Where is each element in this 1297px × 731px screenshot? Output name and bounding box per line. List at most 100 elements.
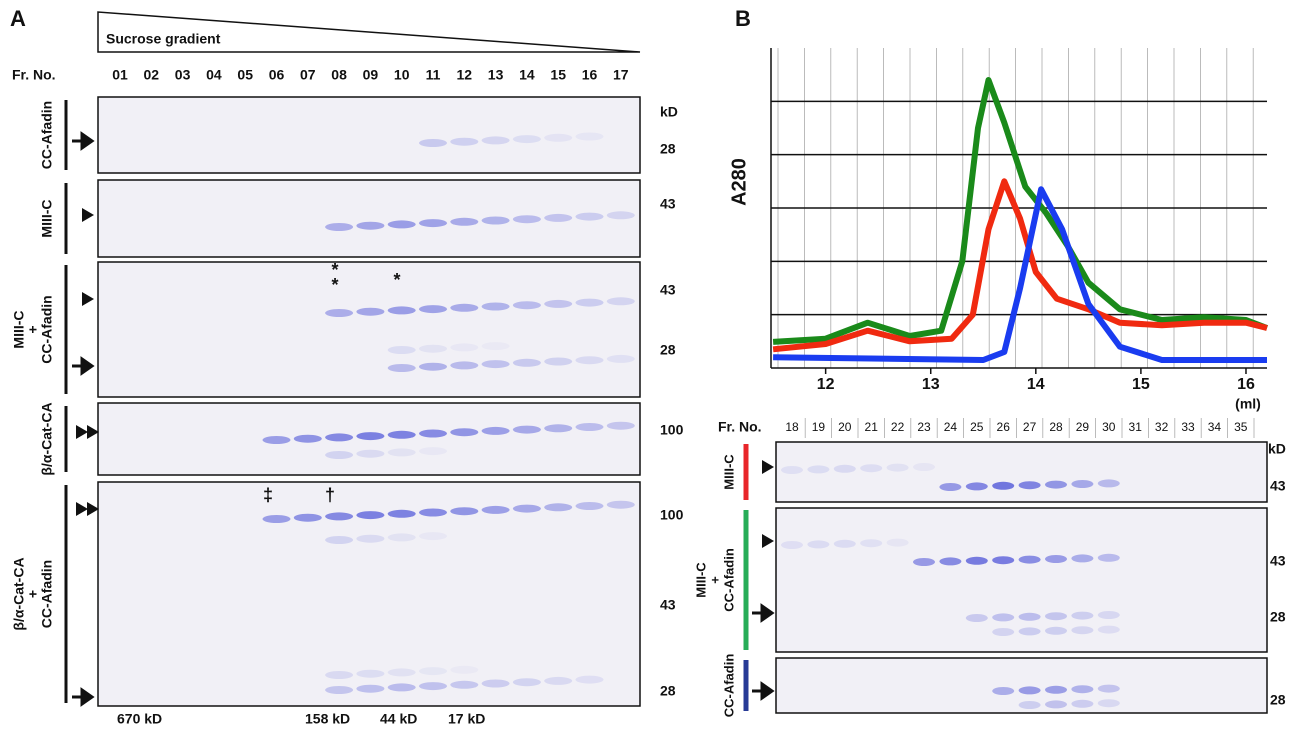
x-tick-label: 13 — [922, 376, 940, 393]
band — [965, 614, 988, 622]
mw-marker: 28 — [660, 683, 676, 699]
curve — [773, 186, 1267, 363]
band — [356, 449, 385, 458]
band — [939, 483, 962, 491]
band — [450, 217, 479, 226]
fraction-label: 19 — [812, 420, 826, 434]
band — [387, 509, 416, 518]
mw-marker: 43 — [1270, 553, 1286, 569]
x-tick-label: 15 — [1132, 376, 1150, 393]
band — [387, 668, 416, 677]
fraction-label: 26 — [997, 420, 1011, 434]
standard-label: 158 kD — [305, 711, 350, 727]
fraction-label: 17 — [613, 67, 629, 83]
gel — [775, 441, 1268, 503]
band — [1045, 480, 1067, 489]
band — [544, 424, 573, 433]
mw-marker: 28 — [660, 141, 676, 157]
arrow — [752, 603, 775, 623]
band — [325, 536, 354, 544]
band — [886, 538, 909, 547]
standard-label: 44 kD — [380, 711, 417, 727]
band — [512, 358, 541, 367]
band — [450, 680, 479, 689]
x-tick-label: 16 — [1237, 376, 1255, 393]
band — [992, 628, 1015, 636]
band — [419, 447, 447, 456]
band — [833, 539, 856, 548]
curve — [772, 77, 1269, 345]
band — [575, 298, 604, 307]
fraction-label: 05 — [237, 67, 253, 83]
arrow — [72, 356, 95, 376]
band — [356, 511, 385, 520]
band — [356, 221, 385, 230]
sample-label: CC-Afadin — [721, 654, 736, 718]
band — [606, 297, 635, 306]
arrow — [752, 681, 775, 701]
band — [356, 432, 385, 441]
fraction-label: 30 — [1102, 420, 1116, 434]
band — [575, 675, 604, 684]
band — [419, 667, 447, 676]
arrow — [72, 687, 95, 707]
band — [992, 687, 1015, 695]
band — [419, 508, 447, 517]
band — [939, 557, 962, 566]
band — [992, 556, 1015, 565]
sample-label: CC-Afadin — [39, 295, 55, 363]
band — [356, 534, 385, 543]
arrowhead — [87, 425, 99, 439]
band — [356, 307, 385, 316]
band — [325, 433, 354, 442]
fraction-label: 15 — [550, 67, 566, 83]
mw-unit: kD — [1268, 441, 1286, 457]
mw-marker: 100 — [660, 422, 684, 438]
band — [387, 533, 416, 542]
band — [512, 678, 541, 687]
fraction-label: 18 — [785, 420, 799, 434]
band — [419, 429, 447, 438]
band — [481, 505, 510, 514]
band — [419, 532, 447, 541]
band — [1045, 612, 1067, 621]
fraction-label: 07 — [300, 67, 316, 83]
band — [544, 133, 573, 142]
band — [781, 466, 803, 474]
arrowhead — [762, 460, 774, 474]
band — [575, 502, 604, 510]
gel — [97, 179, 641, 258]
band — [1097, 684, 1120, 693]
mw-marker: 43 — [660, 597, 676, 613]
band — [325, 671, 354, 679]
fraction-label: 34 — [1208, 420, 1222, 434]
band — [992, 481, 1015, 490]
band — [544, 357, 573, 366]
mw-marker: 28 — [1270, 692, 1286, 708]
band — [481, 360, 510, 369]
panel-label: A — [10, 6, 26, 31]
band — [1097, 553, 1120, 562]
band — [450, 137, 479, 146]
standard-label: 670 kD — [117, 711, 162, 727]
fraction-label: 16 — [582, 67, 598, 83]
gradient-label: Sucrose gradient — [106, 31, 221, 47]
sample-label: + — [707, 576, 722, 584]
band — [481, 426, 510, 435]
band — [1018, 612, 1041, 621]
band — [544, 213, 573, 222]
fraction-label: 01 — [112, 67, 128, 83]
fraction-label: 32 — [1155, 420, 1169, 434]
band — [512, 504, 541, 513]
band — [1071, 699, 1094, 708]
sample-label: + — [25, 325, 41, 333]
band — [886, 463, 909, 472]
band — [544, 299, 573, 308]
sample-label: MIII-C — [693, 562, 708, 598]
band — [1045, 685, 1067, 694]
x-tick-label: 14 — [1027, 376, 1045, 393]
band — [387, 683, 416, 692]
band — [387, 430, 416, 439]
annotation: * — [331, 275, 338, 295]
arrowhead — [82, 292, 94, 306]
